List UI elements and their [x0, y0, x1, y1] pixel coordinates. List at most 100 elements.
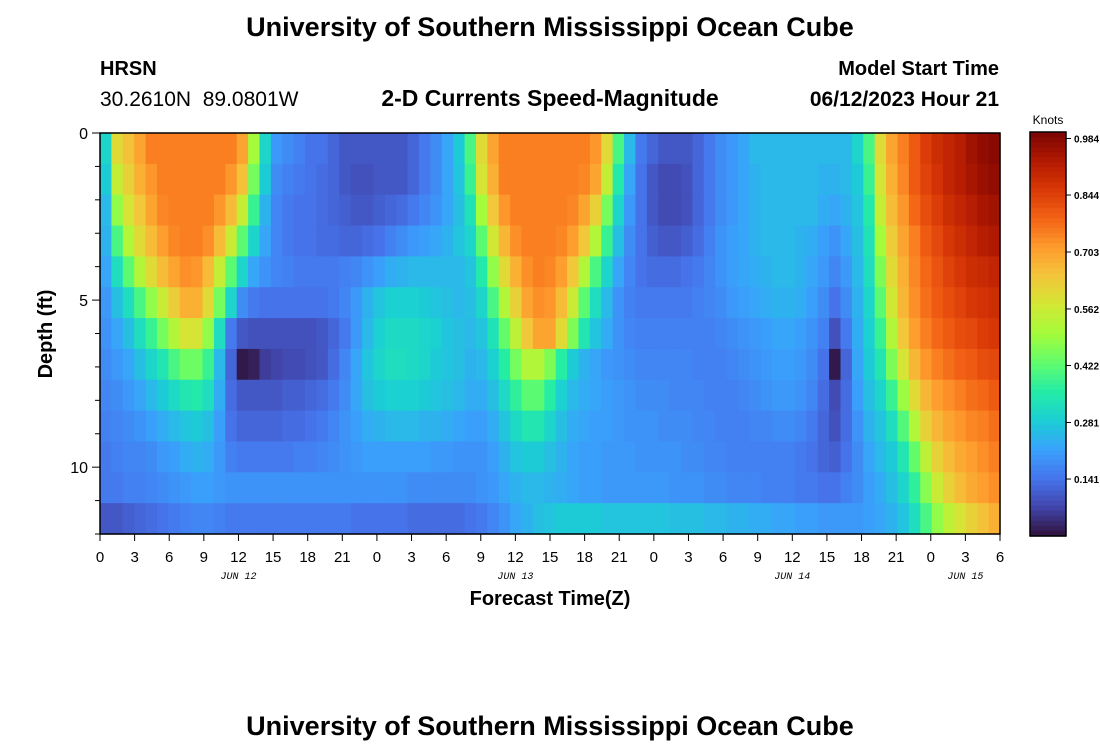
- heatmap-cell: [703, 503, 716, 535]
- heatmap-cell: [544, 194, 557, 227]
- x-tick-label: 21: [888, 549, 905, 566]
- heatmap-cell: [874, 163, 887, 196]
- heatmap-cell: [407, 318, 420, 350]
- colorbar-segment: [1030, 475, 1066, 482]
- heatmap-cell: [726, 472, 739, 504]
- heatmap-cell: [327, 472, 340, 504]
- heatmap-cell: [578, 441, 591, 473]
- heatmap-cell: [578, 194, 591, 227]
- heatmap-cell: [168, 441, 181, 473]
- heatmap-cell: [202, 287, 215, 319]
- heatmap-cell: [749, 379, 762, 412]
- heatmap-cell: [715, 379, 728, 412]
- heatmap-cell: [669, 348, 682, 381]
- heatmap-cell: [943, 163, 956, 196]
- heatmap-cell: [441, 503, 454, 535]
- colorbar-segment: [1030, 445, 1066, 451]
- heatmap-cell: [840, 287, 853, 319]
- heatmap-cell: [567, 287, 580, 319]
- heatmap-cell: [145, 410, 158, 443]
- heatmap-cell: [270, 318, 283, 350]
- heatmap-cell: [737, 133, 750, 165]
- heatmap-cell: [567, 318, 580, 350]
- heatmap-cell: [156, 503, 169, 535]
- heatmap-cell: [954, 379, 967, 412]
- heatmap-cell: [202, 225, 215, 257]
- heatmap-cell: [737, 318, 750, 350]
- heatmap-cell: [874, 348, 887, 381]
- colorbar-segment: [1030, 258, 1066, 264]
- heatmap-cell: [794, 133, 807, 165]
- heatmap-cell: [111, 163, 124, 196]
- heatmap-cell: [703, 348, 716, 381]
- heatmap-cell: [362, 287, 375, 319]
- heatmap-cell: [373, 441, 386, 473]
- colorbar-tick-label: 0.141: [1074, 475, 1099, 486]
- heatmap-cell: [817, 379, 830, 412]
- heatmap-cell: [726, 194, 739, 227]
- colorbar-segment: [1030, 323, 1066, 330]
- heatmap-cell: [134, 256, 147, 288]
- heatmap-cell: [111, 379, 124, 412]
- heatmap-cell: [851, 194, 864, 227]
- heatmap-cell: [863, 472, 876, 504]
- colorbar-segment: [1030, 202, 1066, 209]
- heatmap-cell: [897, 472, 910, 504]
- x-tick-label: 6: [996, 549, 1004, 566]
- heatmap-cell: [589, 472, 602, 504]
- colorbar-segment: [1030, 399, 1066, 406]
- footer-title: University of Southern Mississippi Ocean…: [246, 711, 854, 741]
- x-tick-label: 15: [819, 549, 836, 566]
- y-tick-label: 5: [79, 293, 88, 310]
- heatmap-cell: [783, 379, 796, 412]
- heatmap-cell: [498, 318, 511, 350]
- heatmap-cell: [111, 133, 124, 165]
- heatmap-cell: [213, 287, 226, 319]
- heatmap-cell: [601, 163, 614, 196]
- heatmap-cell: [692, 163, 705, 196]
- heatmap-cell: [715, 472, 728, 504]
- heatmap-cell: [453, 225, 466, 257]
- heatmap-cell: [453, 318, 466, 350]
- heatmap-cell: [772, 194, 785, 227]
- heatmap-cell: [965, 133, 978, 165]
- heatmap-cell: [202, 348, 215, 381]
- heatmap-cell: [430, 410, 443, 443]
- heatmap-cell: [567, 163, 580, 196]
- heatmap-cell: [521, 379, 534, 412]
- heatmap-cell: [646, 287, 659, 319]
- heatmap-cell: [555, 287, 568, 319]
- heatmap-cell: [794, 472, 807, 504]
- heatmap-cell: [248, 379, 261, 412]
- heatmap-cell: [464, 348, 477, 381]
- heatmap-cell: [817, 163, 830, 196]
- heatmap-cell: [988, 318, 1001, 350]
- heatmap-cell: [749, 410, 762, 443]
- heatmap-cell: [362, 163, 375, 196]
- heatmap-cell: [749, 348, 762, 381]
- heatmap-cell: [475, 133, 488, 165]
- heatmap-cell: [111, 410, 124, 443]
- heatmap-cell: [282, 472, 295, 504]
- heatmap-cell: [977, 410, 990, 443]
- heatmap-cell: [965, 348, 978, 381]
- heatmap-cell: [863, 256, 876, 288]
- heatmap-cell: [441, 256, 454, 288]
- heatmap-cell: [749, 163, 762, 196]
- heatmap-cell: [293, 379, 306, 412]
- heatmap-cell: [213, 163, 226, 196]
- heatmap-cell: [681, 256, 693, 288]
- heatmap-cell: [362, 379, 375, 412]
- colorbar-segment: [1030, 394, 1066, 401]
- heatmap-cell: [384, 348, 397, 381]
- heatmap-cell: [168, 472, 181, 504]
- heatmap-cell: [851, 441, 864, 473]
- heatmap-cell: [829, 503, 842, 535]
- colorbar-segment: [1030, 303, 1066, 310]
- heatmap-cell: [191, 318, 204, 350]
- heatmap-cell: [225, 348, 238, 381]
- heatmap-cell: [601, 503, 614, 535]
- heatmap-cell: [225, 503, 238, 535]
- heatmap-cell: [612, 318, 625, 350]
- heatmap-cell: [441, 163, 454, 196]
